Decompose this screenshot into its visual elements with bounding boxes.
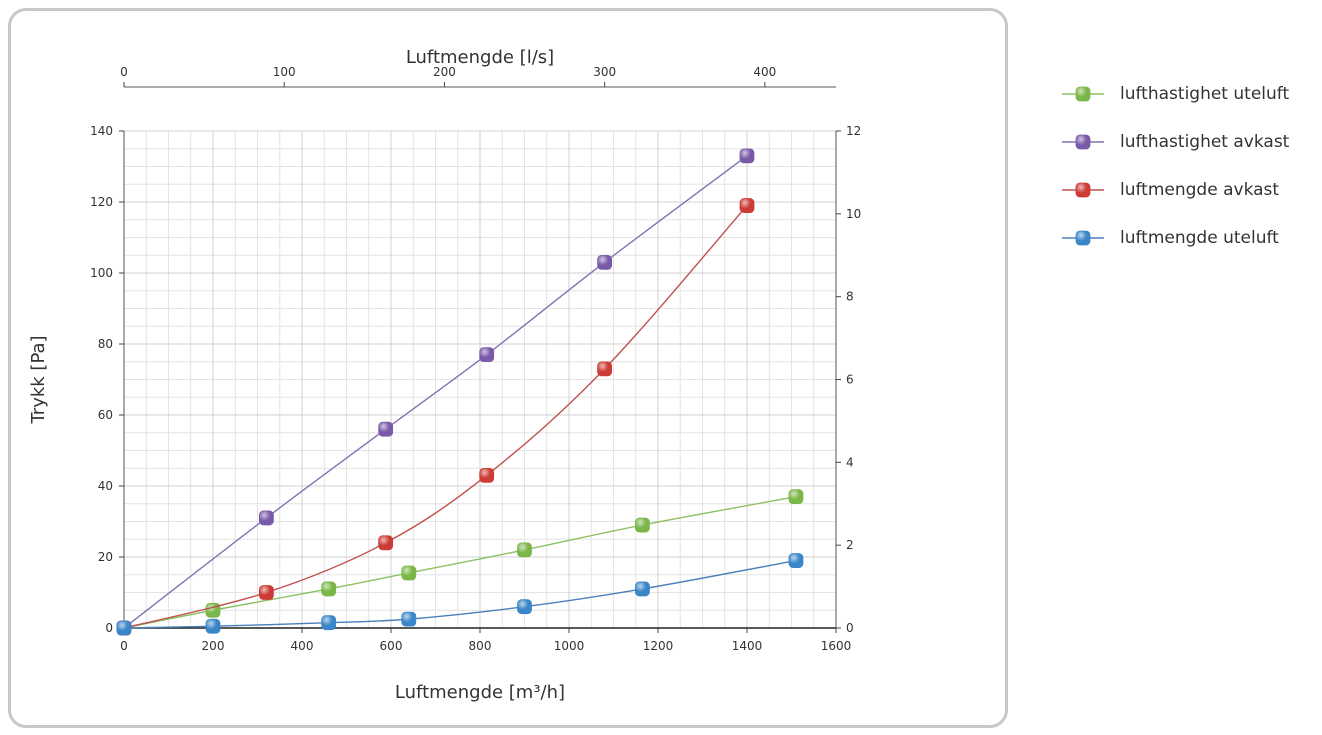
y2-tick-label: 10 [846, 207, 861, 221]
data-point [321, 615, 337, 631]
data-point [378, 535, 394, 551]
y-tick-label: 40 [98, 479, 113, 493]
x-tick-label: 600 [380, 639, 403, 653]
data-point [739, 198, 755, 213]
data-point [517, 599, 532, 615]
y-tick-label: 80 [98, 337, 113, 351]
y-tick-label: 140 [90, 124, 113, 138]
y-tick-label: 60 [98, 408, 113, 422]
legend-marker [1075, 230, 1091, 246]
x-tick-label: 1200 [643, 639, 674, 653]
legend-swatch [1062, 182, 1104, 198]
legend-swatch [1062, 86, 1104, 102]
data-point [788, 489, 804, 505]
data-point [479, 347, 495, 363]
y2-tick-label: 0 [846, 621, 854, 635]
x2-axis-title: Luftmengde [l/s] [406, 47, 554, 68]
legend-label: luftmengde avkast [1120, 180, 1280, 200]
data-point [739, 148, 755, 164]
legend-swatch [1062, 134, 1104, 150]
legend-item: lufthastighet uteluft [1060, 82, 1289, 106]
data-point [635, 517, 650, 533]
legend-label: lufthastighet avkast [1120, 132, 1290, 152]
grid [123, 130, 837, 629]
y-axis-title: Trykk [Pa] [28, 335, 49, 424]
data-point [597, 361, 612, 377]
x-tick-label: 1600 [821, 639, 852, 653]
data-point [635, 581, 650, 597]
data-point [321, 581, 337, 597]
data-point [258, 510, 274, 526]
y2-tick-label: 8 [846, 290, 854, 304]
legend: lufthastighet uteluft lufthastighet avkas… [1060, 82, 1289, 274]
series-layer [116, 148, 804, 636]
series-lufthastighet-uteluft [116, 489, 804, 636]
series-line [123, 495, 797, 629]
legend-item: lufthastighet avkast [1060, 130, 1289, 154]
y-tick-label: 20 [98, 550, 113, 564]
legend-label: luftmengde uteluft [1120, 228, 1279, 248]
data-point [597, 254, 612, 270]
series-line [123, 559, 797, 629]
x-tick-label: 1400 [732, 639, 763, 653]
data-point [788, 553, 804, 568]
x2-tick-label: 0 [120, 65, 128, 79]
series-luftmengde-uteluft [116, 553, 804, 636]
x-axis-title: Luftmengde [m³/h] [395, 682, 565, 703]
y-tick-label: 100 [90, 266, 113, 280]
y2-tick-label: 4 [846, 455, 854, 469]
data-point [378, 421, 394, 437]
y-tick-label: 120 [90, 195, 113, 209]
chart-frame [8, 8, 1008, 728]
y2-tick-label: 12 [846, 124, 861, 138]
data-point [479, 467, 495, 483]
x2-tick-label: 200 [433, 65, 456, 79]
data-point [205, 618, 221, 634]
data-point [116, 620, 132, 636]
x-tick-label: 200 [202, 639, 225, 653]
legend-item: luftmengde uteluft [1060, 226, 1289, 250]
data-point [401, 565, 417, 581]
legend-marker [1075, 86, 1091, 102]
x2-tick-label: 100 [273, 65, 296, 79]
data-point [517, 542, 532, 558]
x2-tick-label: 400 [753, 65, 776, 79]
y2-tick-label: 2 [846, 538, 854, 552]
x-tick-label: 1000 [554, 639, 585, 653]
y2-tick-label: 6 [846, 373, 854, 387]
x-tick-label: 800 [469, 639, 492, 653]
x-tick-label: 0 [120, 639, 128, 653]
series-line [123, 205, 748, 629]
legend-marker [1075, 134, 1091, 150]
legend-swatch [1062, 230, 1104, 246]
x2-tick-label: 300 [593, 65, 616, 79]
series-line [123, 155, 748, 629]
legend-marker [1075, 182, 1091, 198]
data-point [401, 611, 417, 627]
legend-label: lufthastighet uteluft [1120, 84, 1290, 104]
legend-item: luftmengde avkast [1060, 178, 1289, 202]
data-point [258, 585, 274, 600]
x-tick-label: 400 [291, 639, 314, 653]
y-tick-label: 0 [105, 621, 113, 635]
